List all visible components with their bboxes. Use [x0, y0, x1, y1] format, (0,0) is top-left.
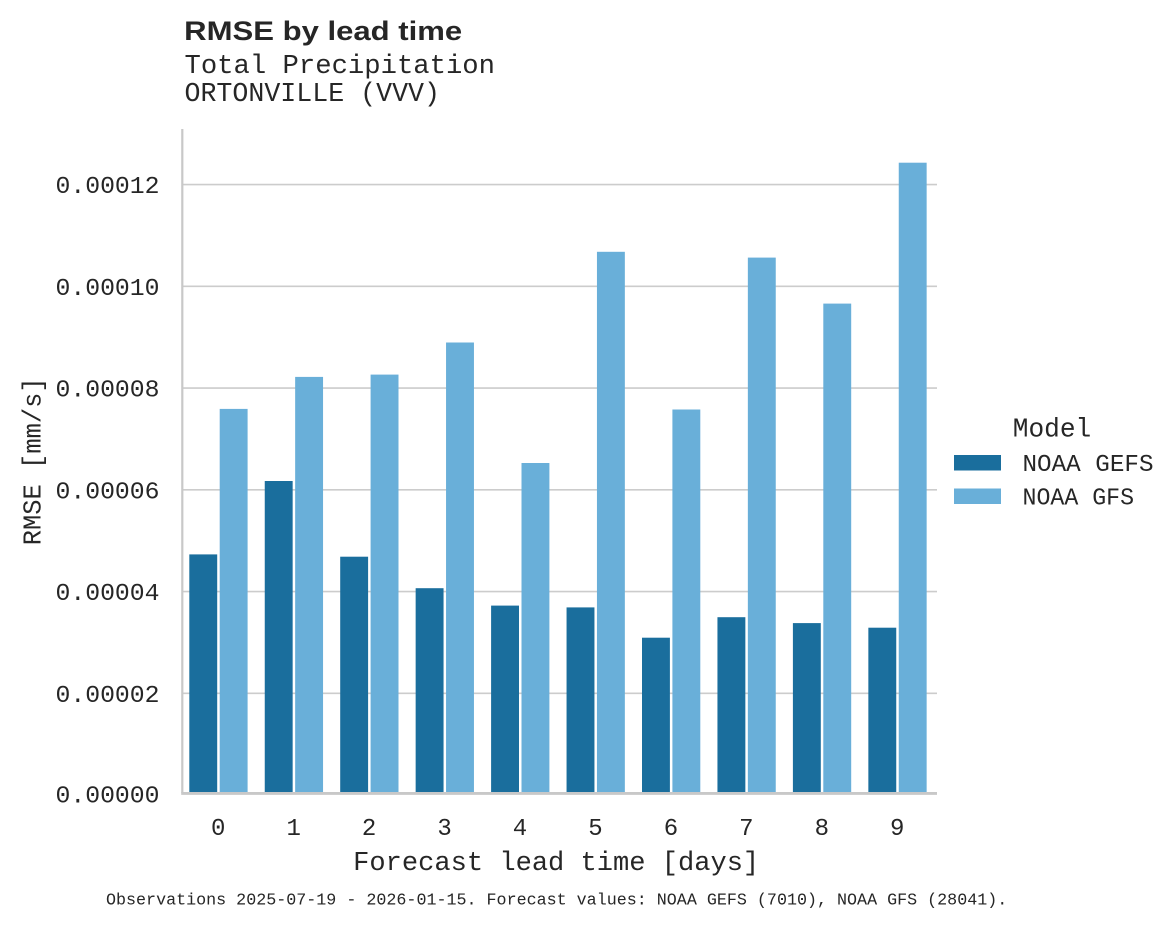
- svg-text:0.00002: 0.00002: [56, 683, 160, 710]
- svg-text:Total Precipitation: Total Precipitation: [185, 52, 496, 82]
- svg-text:RMSE [mm/s]: RMSE [mm/s]: [19, 377, 49, 545]
- svg-text:0.00000: 0.00000: [56, 784, 160, 811]
- svg-text:1: 1: [286, 816, 300, 843]
- svg-text:0.00004: 0.00004: [56, 581, 160, 608]
- svg-text:5: 5: [588, 816, 602, 843]
- svg-text:0.00006: 0.00006: [56, 479, 160, 506]
- svg-text:6: 6: [664, 816, 678, 843]
- svg-text:NOAA GEFS: NOAA GEFS: [1023, 452, 1154, 479]
- svg-text:9: 9: [890, 816, 904, 843]
- svg-text:0.00008: 0.00008: [56, 378, 160, 405]
- svg-text:ORTONVILLE (VVV): ORTONVILLE (VVV): [185, 80, 441, 110]
- svg-text:RMSE by lead time: RMSE by lead time: [184, 16, 462, 46]
- svg-text:2: 2: [362, 816, 376, 843]
- svg-text:7: 7: [739, 816, 753, 843]
- svg-text:0.00012: 0.00012: [56, 174, 160, 201]
- svg-text:4: 4: [513, 816, 527, 843]
- svg-text:Model: Model: [1013, 416, 1092, 446]
- svg-text:Forecast lead time [days]: Forecast lead time [days]: [353, 849, 759, 879]
- svg-text:0.00010: 0.00010: [56, 276, 160, 303]
- svg-text:8: 8: [815, 816, 829, 843]
- svg-text:Observations 2025-07-19 - 2026: Observations 2025-07-19 - 2026-01-15. Fo…: [106, 892, 1007, 911]
- svg-text:NOAA GFS: NOAA GFS: [1023, 486, 1135, 513]
- svg-text:0: 0: [211, 816, 225, 843]
- svg-text:3: 3: [437, 816, 451, 843]
